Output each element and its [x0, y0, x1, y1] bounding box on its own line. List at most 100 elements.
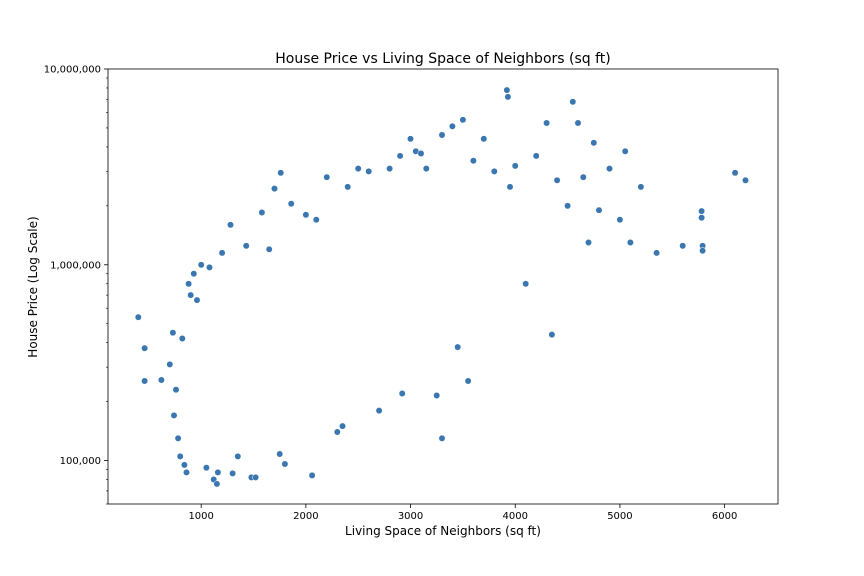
- data-point: [277, 169, 285, 177]
- data-point: [511, 162, 519, 170]
- data-point: [141, 344, 149, 352]
- y-tick-label: 100,000: [60, 456, 101, 467]
- data-point: [433, 392, 441, 399]
- data-point: [553, 176, 561, 184]
- data-point: [579, 173, 587, 181]
- data-point: [731, 169, 739, 177]
- data-point: [206, 263, 213, 271]
- x-ticks: 1000 2000 3000 4000 5000 6000: [188, 504, 737, 522]
- x-tick-label: 5000: [607, 511, 632, 522]
- x-tick-label: 2000: [293, 511, 318, 522]
- data-point: [699, 247, 707, 255]
- data-point: [354, 165, 362, 173]
- data-point: [170, 411, 178, 419]
- x-tick-label: 3000: [398, 511, 423, 522]
- data-point: [438, 131, 446, 139]
- data-point: [134, 313, 142, 321]
- data-point: [653, 249, 661, 257]
- data-point: [637, 183, 645, 191]
- data-point: [302, 211, 310, 219]
- data-point: [157, 376, 165, 384]
- data-point: [185, 280, 193, 288]
- data-point: [187, 291, 195, 299]
- data-point: [532, 152, 540, 160]
- data-point: [459, 116, 467, 124]
- y-tick-label: 10,000,000: [44, 65, 101, 76]
- data-point: [464, 377, 472, 385]
- data-point: [276, 450, 284, 458]
- data-point: [698, 207, 706, 215]
- data-point: [626, 239, 634, 246]
- data-point: [183, 468, 190, 476]
- data-point: [585, 239, 592, 246]
- data-point: [417, 150, 425, 157]
- data-point: [174, 434, 182, 442]
- data-point: [543, 119, 551, 127]
- data-point: [308, 471, 316, 479]
- data-point: [197, 261, 205, 269]
- data-point: [365, 167, 373, 175]
- y-axis-label: House Price (Log Scale): [26, 216, 40, 357]
- data-point: [323, 173, 331, 181]
- data-point: [386, 165, 394, 173]
- data-point: [178, 335, 186, 342]
- data-point: [176, 452, 184, 460]
- data-point: [569, 98, 577, 106]
- data-point: [564, 202, 572, 210]
- data-point: [193, 296, 201, 304]
- data-point: [522, 280, 530, 288]
- data-point: [265, 245, 273, 253]
- data-point: [621, 147, 629, 155]
- data-point: [454, 343, 462, 351]
- data-point: [398, 390, 406, 397]
- x-tick-label: 1000: [188, 511, 213, 522]
- data-point: [141, 377, 149, 385]
- data-point: [333, 428, 341, 436]
- data-point: [574, 119, 582, 127]
- data-point: [312, 216, 320, 224]
- data-point: [469, 157, 477, 165]
- data-point: [448, 122, 456, 130]
- data-point: [287, 200, 295, 208]
- data-point: [190, 270, 198, 278]
- data-point: [422, 165, 430, 173]
- data-point: [407, 135, 414, 143]
- data-point: [375, 407, 383, 415]
- data-point: [271, 185, 278, 193]
- x-tick-label: 4000: [503, 511, 528, 522]
- data-point: [166, 360, 174, 368]
- data-point: [503, 86, 511, 94]
- data-point: [281, 460, 289, 468]
- data-point: [252, 473, 260, 481]
- data-point: [227, 221, 234, 229]
- data-point: [679, 242, 687, 250]
- data-point: [548, 331, 556, 339]
- x-tick-label: 6000: [712, 511, 737, 522]
- points-layer: [134, 86, 749, 488]
- data-point: [214, 468, 222, 476]
- plot-frame: [107, 68, 779, 505]
- data-point: [480, 135, 488, 143]
- data-point: [490, 167, 498, 175]
- data-point: [396, 152, 404, 160]
- plot-area: [108, 69, 778, 504]
- data-point: [339, 422, 346, 430]
- data-point: [606, 165, 613, 173]
- data-point: [202, 464, 210, 472]
- data-point: [438, 434, 446, 442]
- data-point: [258, 209, 266, 216]
- data-point: [506, 183, 514, 191]
- data-point: [213, 480, 221, 488]
- data-point: [169, 329, 177, 337]
- data-point: [698, 214, 706, 222]
- data-point: [234, 452, 242, 460]
- data-point: [172, 386, 180, 394]
- data-point: [344, 183, 352, 191]
- data-point: [242, 242, 250, 250]
- x-axis-label: Living Space of Neighbors (sq ft): [345, 524, 541, 538]
- data-point: [218, 249, 226, 257]
- data-point: [504, 93, 512, 101]
- data-point: [590, 139, 598, 147]
